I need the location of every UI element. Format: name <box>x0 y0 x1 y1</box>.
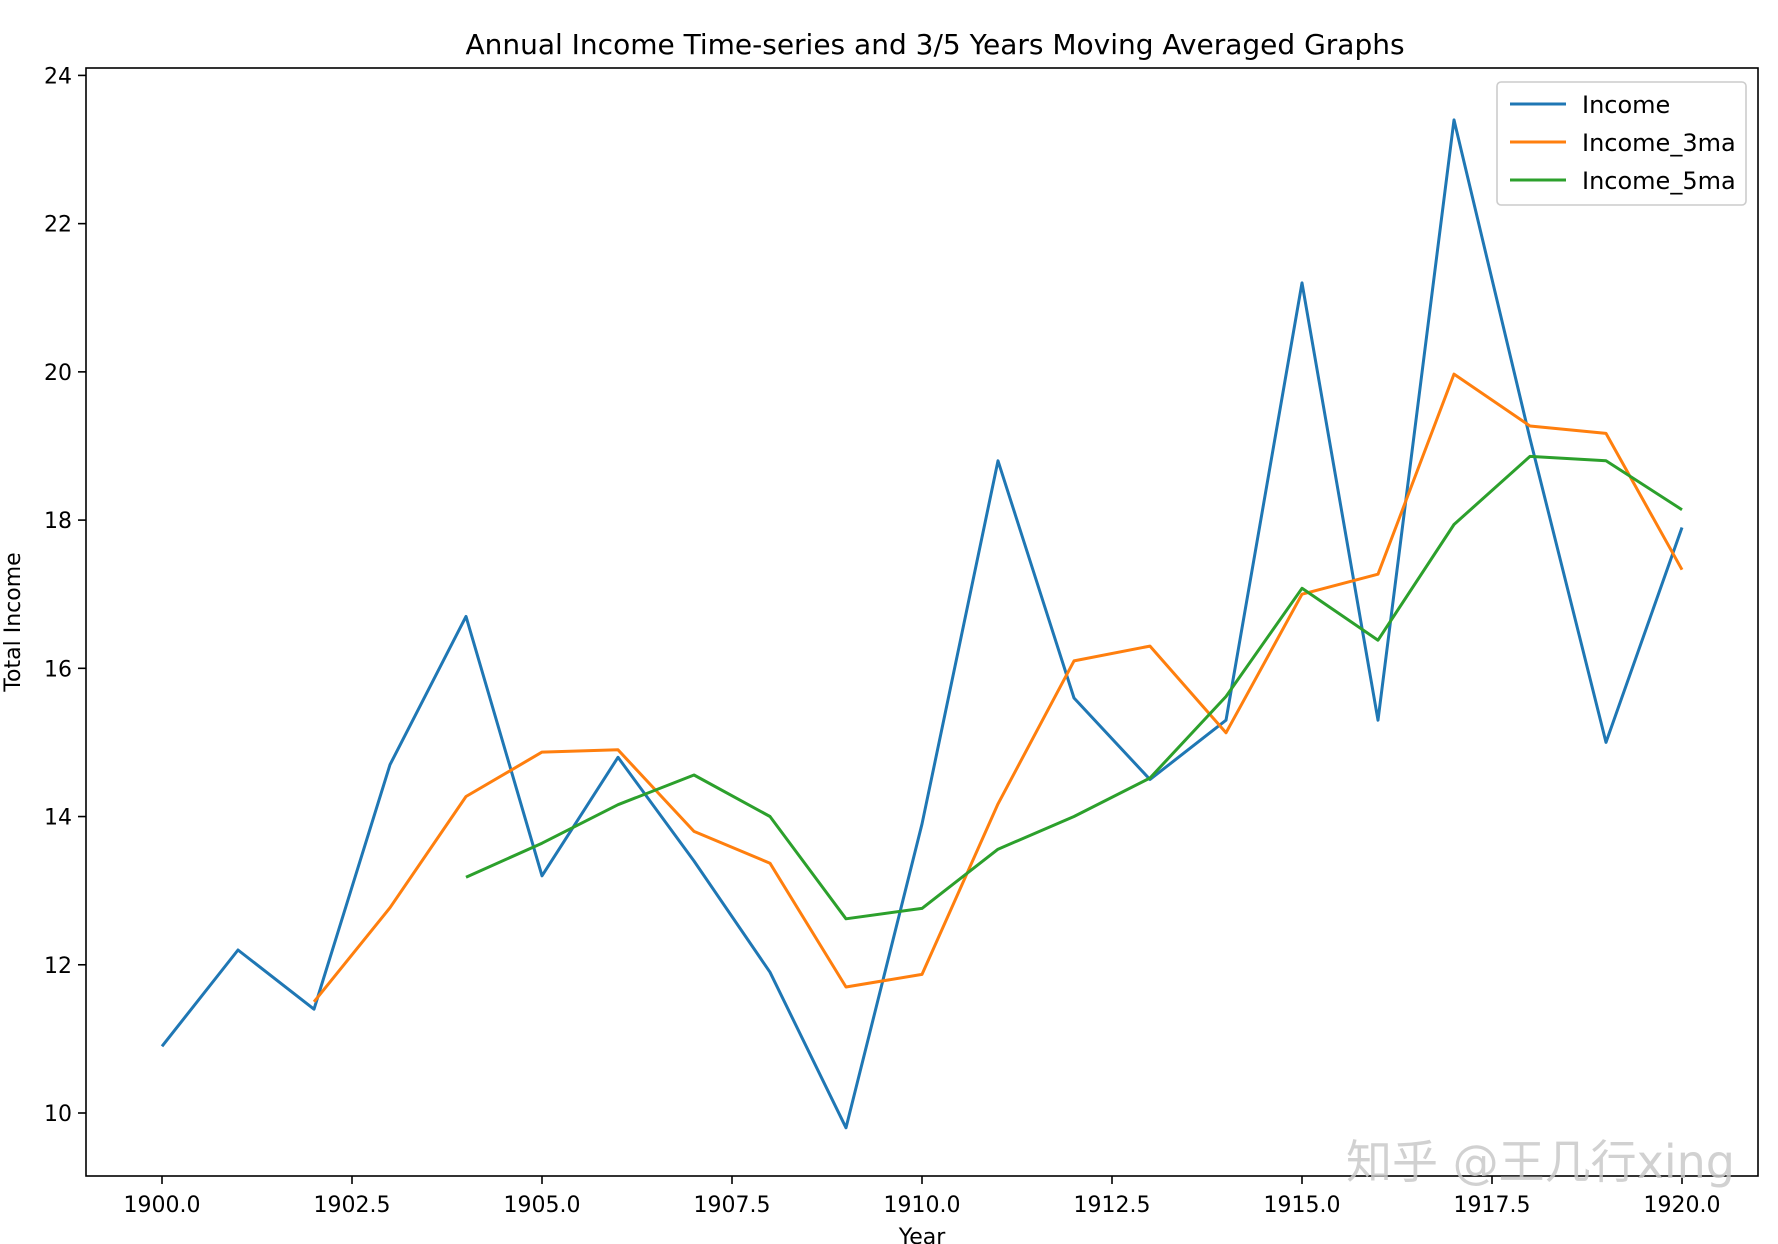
x-tick-label: 1902.5 <box>314 1193 391 1218</box>
series-line-income-5ma <box>465 454 1683 921</box>
y-tick-label: 18 <box>44 509 72 534</box>
y-axis-label: Total Income <box>1 552 26 692</box>
y-tick-label: 24 <box>44 64 72 89</box>
y-tick-label: 16 <box>44 657 72 682</box>
x-axis-ticks: 1900.0 1902.5 1905.0 1907.5 1910.0 1912.5 1915… <box>124 1176 1721 1218</box>
y-axis-ticks: 10 12 14 16 18 20 22 24 <box>44 64 86 1127</box>
legend-label: Income_3ma <box>1582 129 1736 157</box>
x-tick-label: 1910.0 <box>884 1193 961 1218</box>
x-tick-label: 1912.5 <box>1074 1193 1151 1218</box>
series-line-income <box>160 118 1684 1130</box>
y-tick-label: 14 <box>44 806 72 831</box>
series-line-income-3ma <box>312 372 1684 1003</box>
y-tick-label: 22 <box>44 213 72 238</box>
y-tick-label: 10 <box>44 1102 72 1127</box>
legend-box <box>1496 81 1747 206</box>
y-tick-label: 12 <box>44 954 72 979</box>
x-tick-label: 1915.0 <box>1264 1193 1341 1218</box>
x-tick-label: 1917.5 <box>1454 1193 1531 1218</box>
plot-area-frame <box>85 67 1759 1177</box>
legend: Income Income_3ma Income_5ma <box>1496 81 1747 206</box>
x-tick-label: 1900.0 <box>124 1193 201 1218</box>
chart-title: Annual Income Time-series and 3/5 Years … <box>465 28 1404 61</box>
watermark-text: 知乎 @王几行xing <box>1346 1135 1735 1189</box>
legend-label: Income <box>1582 91 1670 119</box>
series-lines <box>160 118 1684 1130</box>
y-tick-label: 20 <box>44 361 72 386</box>
x-tick-label: 1905.0 <box>504 1193 581 1218</box>
x-axis-label: Year <box>898 1225 947 1244</box>
x-tick-label: 1907.5 <box>694 1193 771 1218</box>
legend-label: Income_5ma <box>1582 167 1736 195</box>
x-tick-label: 1920.0 <box>1644 1193 1721 1218</box>
